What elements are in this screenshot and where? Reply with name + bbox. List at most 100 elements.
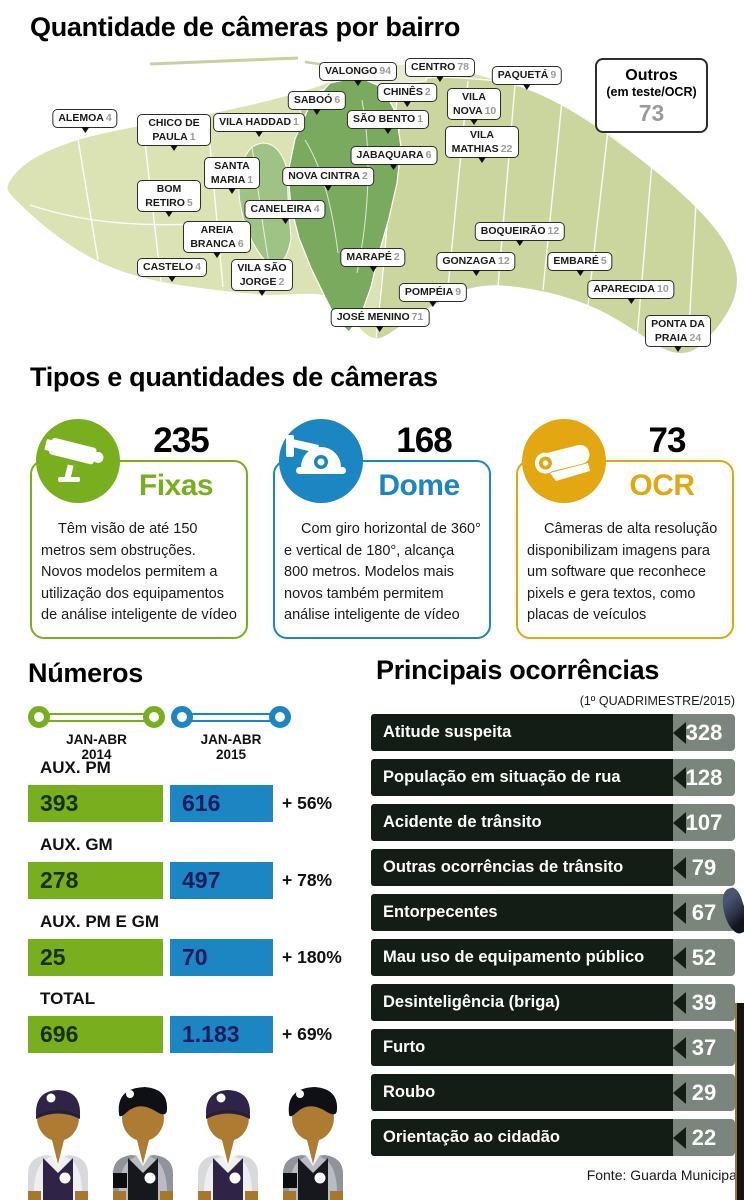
occurrence-value-block: 107 xyxy=(673,804,735,841)
bairro-name: VILA MATHIAS xyxy=(451,129,499,155)
map-section-title: Quantidade de câmeras por bairro xyxy=(30,12,461,42)
legend-2014-label: JAN-ABR xyxy=(66,732,127,747)
numbers-row: TOTAL 696 1.183 + 69% xyxy=(28,989,373,1053)
occurrence-value: 39 xyxy=(691,990,717,1015)
occurrence-value: 52 xyxy=(691,945,717,970)
occurrence-value-block: 79 xyxy=(673,849,735,886)
bairro-name: CASTELO xyxy=(142,261,194,273)
bar-2015: 1.183 xyxy=(170,1016,273,1053)
card-fixas: 235 Fixas Têm visão de até 150 metros se… xyxy=(30,419,248,639)
numbers-row: AUX. GM 278 497 + 78% xyxy=(28,835,373,899)
camera-count: 6 xyxy=(425,149,432,161)
legend-2014-marker xyxy=(28,706,165,728)
value-2014: 278 xyxy=(40,867,79,893)
period-legend: JAN-ABR 2014 JAN-ABR 2015 xyxy=(28,706,291,762)
camera-count: 4 xyxy=(105,112,112,124)
occurrence-row: Acidente de trânsito 107 xyxy=(371,804,735,841)
bar-2015: 616 xyxy=(170,785,273,822)
types-section-title: Tipos e quantidades de câmeras xyxy=(30,362,438,392)
occurrence-row: Roubo 29 xyxy=(371,1074,735,1111)
dome-label: Dome xyxy=(378,469,460,502)
camera-count: 12 xyxy=(547,225,560,237)
dome-description: Com giro horizontal de 360° e vertical d… xyxy=(284,521,481,623)
map-label-nova-cintra: NOVA CINTRA 2 xyxy=(282,167,374,191)
occurrence-value: 67 xyxy=(691,900,717,925)
occurrence-row: Orientação ao cidadão 22 xyxy=(371,1119,735,1156)
bairro-name: MARAPÉ xyxy=(346,251,392,263)
map-label-caneleira: CANELEIRA 4 xyxy=(244,200,326,224)
occurrences-subtitle: (1º QUADRIMESTRE/2015) xyxy=(579,694,735,708)
occurrence-label: Acidente de trânsito xyxy=(371,804,673,841)
camera-count: 22 xyxy=(500,142,513,155)
map-label-castelo: CASTELO 4 xyxy=(136,258,208,282)
map-label-bom-retiro: BOM RETIRO 5 xyxy=(137,180,201,218)
others-subtitle: (em teste/OCR) xyxy=(606,85,697,99)
guard-avatar-hair xyxy=(283,1087,343,1200)
occurrence-value: 107 xyxy=(685,810,723,835)
bairro-name: BOM RETIRO xyxy=(145,183,185,209)
legend-2015-label: JAN-ABR xyxy=(200,732,262,747)
map-label-boqueirao: BOQUEIRÃO 12 xyxy=(474,222,566,246)
fixas-label: Fixas xyxy=(138,469,214,502)
camera-count: 94 xyxy=(379,65,391,77)
guard-avatar-hair xyxy=(113,1087,173,1200)
change-percent: + 78% xyxy=(282,870,333,890)
category-label: AUX. GM xyxy=(40,835,113,854)
bairro-name: CENTRO xyxy=(410,61,456,73)
occurrences-section-title: Principais ocorrências xyxy=(376,655,660,685)
camera-count: 4 xyxy=(313,203,320,215)
camera-count: 10 xyxy=(484,104,497,117)
value-2014: 25 xyxy=(40,944,66,970)
map-label-valongo: VALONGO 94 xyxy=(319,62,397,86)
camera-count: 9 xyxy=(550,69,557,81)
camera-count: 2 xyxy=(424,86,431,98)
source-credit: Fonte: Guarda Municipal xyxy=(586,1167,740,1183)
bairro-name: POMPÉIA xyxy=(404,286,454,298)
fixed-camera-icon xyxy=(36,419,120,503)
occurrence-row: Mau uso de equipamento público 52 xyxy=(371,939,735,976)
change-percent: + 180% xyxy=(282,947,342,967)
map-label-aparecida: APARECIDA 10 xyxy=(587,280,675,304)
occurrence-value: 328 xyxy=(685,720,723,745)
guard-avatar-capped xyxy=(28,1090,88,1200)
value-2014: 393 xyxy=(40,790,79,816)
occurrence-value: 79 xyxy=(691,855,717,880)
map-label-vila-sao-jorge: VILA SÃO JORGE 2 xyxy=(231,259,293,297)
bairro-name: NOVA CINTRA xyxy=(288,170,360,182)
camera-count: 71 xyxy=(411,311,424,323)
occurrence-value-block: 29 xyxy=(673,1074,735,1111)
occurrence-value: 37 xyxy=(691,1035,717,1060)
bairro-name: APARECIDA xyxy=(593,283,655,295)
fixas-count: 235 xyxy=(153,421,209,460)
bar-2015: 70 xyxy=(170,939,273,976)
bairro-name: CANELEIRA xyxy=(250,203,312,215)
camera-count: 1 xyxy=(247,173,254,186)
map-label-ponta-da-praia: PONTA DA PRAIA 24 xyxy=(645,315,711,353)
occurrence-value-block: 39 xyxy=(673,984,735,1021)
bairro-name: VALONGO xyxy=(325,65,378,77)
fixas-description: Têm visão de até 150 metros sem obstruçõ… xyxy=(41,521,237,623)
numbers-section-title: Números xyxy=(28,658,143,688)
others-value: 73 xyxy=(638,100,665,126)
map-label-jabaquara: JABAQUARA 6 xyxy=(350,146,438,170)
occurrence-row: Atitude suspeita 328 xyxy=(371,714,735,751)
map-label-saboo: SABOÓ 6 xyxy=(287,91,347,115)
bar-2014: 278 xyxy=(28,862,163,899)
bairro-name: PAQUETÁ xyxy=(497,69,549,81)
map-label-vila-nova: VILA NOVA 10 xyxy=(447,88,501,126)
occurrence-label: Orientação ao cidadão xyxy=(371,1119,673,1156)
map-label-vila-haddad: VILA HADDAD 1 xyxy=(213,113,305,137)
category-label: AUX. PM E GM xyxy=(40,912,160,931)
bairro-name: AREIA BRANCA xyxy=(190,224,236,250)
value-2015: 497 xyxy=(182,867,221,893)
others-title: Outros xyxy=(625,67,678,84)
bairro-name: JABAQUARA xyxy=(356,149,424,161)
map-label-pompeia: POMPÉIA 9 xyxy=(398,283,468,307)
legend-2014: JAN-ABR 2014 xyxy=(28,706,165,762)
occurrence-value: 22 xyxy=(691,1125,717,1150)
others-in-test-box: Outros (em teste/OCR) 73 xyxy=(595,58,708,133)
bairro-name: GONZAGA xyxy=(442,255,496,267)
camera-count: 4 xyxy=(195,261,202,273)
occurrence-row: Furto 37 xyxy=(371,1029,735,1066)
occurrence-row: População em situação de rua 128 xyxy=(371,759,735,796)
